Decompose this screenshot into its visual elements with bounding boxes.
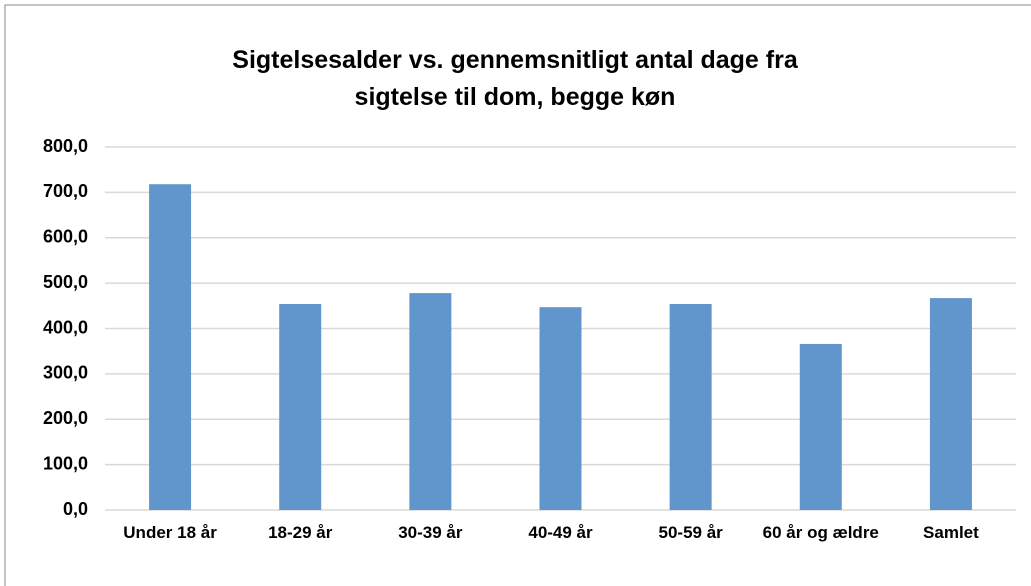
y-tick-label: 200,0 — [43, 408, 88, 428]
y-tick-label: 500,0 — [43, 272, 88, 292]
y-tick-label: 400,0 — [43, 317, 88, 337]
x-tick-label: 18-29 år — [268, 523, 333, 542]
y-tick-label: 600,0 — [43, 227, 88, 247]
chart-title: Sigtelsesalder vs. gennemsnitligt antal … — [232, 46, 798, 111]
bar — [279, 303, 322, 510]
x-tick-label: 30-39 år — [398, 523, 463, 542]
x-tick-label: 60 år og ældre — [762, 523, 879, 542]
bar — [149, 184, 192, 510]
y-tick-label: 100,0 — [43, 453, 88, 473]
y-tick-label: 0,0 — [63, 499, 88, 519]
x-tick-label: 50-59 år — [658, 523, 723, 542]
y-tick-label: 800,0 — [43, 136, 88, 156]
bar — [539, 307, 582, 510]
y-tick-label: 300,0 — [43, 363, 88, 383]
x-tick-label: 40-49 år — [528, 523, 593, 542]
bar — [669, 303, 712, 510]
bar — [929, 298, 972, 510]
x-tick-label: Samlet — [923, 523, 979, 542]
bar — [799, 343, 842, 510]
x-tick-label: Under 18 år — [123, 523, 217, 542]
bar — [409, 293, 452, 510]
y-tick-label: 700,0 — [43, 181, 88, 201]
